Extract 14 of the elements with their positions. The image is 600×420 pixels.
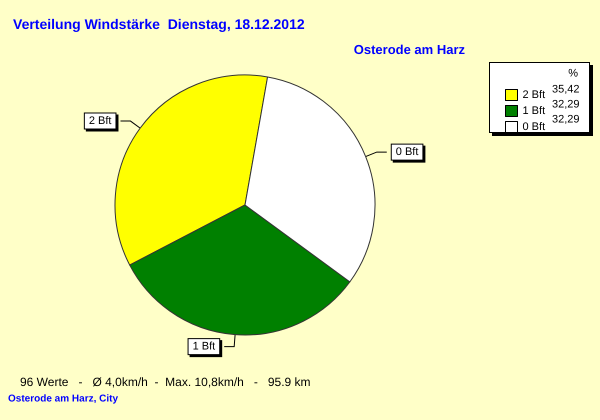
slice-label: 0 Bft	[396, 146, 418, 158]
data-label: 32,29	[552, 98, 580, 110]
chart-subtitle: Osterode am Harz	[354, 42, 466, 57]
legend-label: 1 Bft	[522, 105, 546, 117]
data-label: 35,42	[552, 84, 580, 96]
chart-title: Verteilung Windstärke Dienstag, 18.12.2012	[13, 16, 305, 32]
legend-label: 2 Bft	[522, 89, 546, 101]
legend-label: 0 Bft	[522, 121, 546, 133]
data-label: 32,29	[552, 114, 580, 126]
text: 96 Werte - Ø 4,0km/h - Max. 10,8km/h - 95.9 km	[20, 375, 311, 389]
slice-label: 1 Bft	[192, 340, 216, 353]
slice-label: 2 Bft	[88, 115, 112, 128]
legend-title: %	[568, 68, 578, 80]
text: Osterode am Harz, City	[8, 394, 118, 404]
